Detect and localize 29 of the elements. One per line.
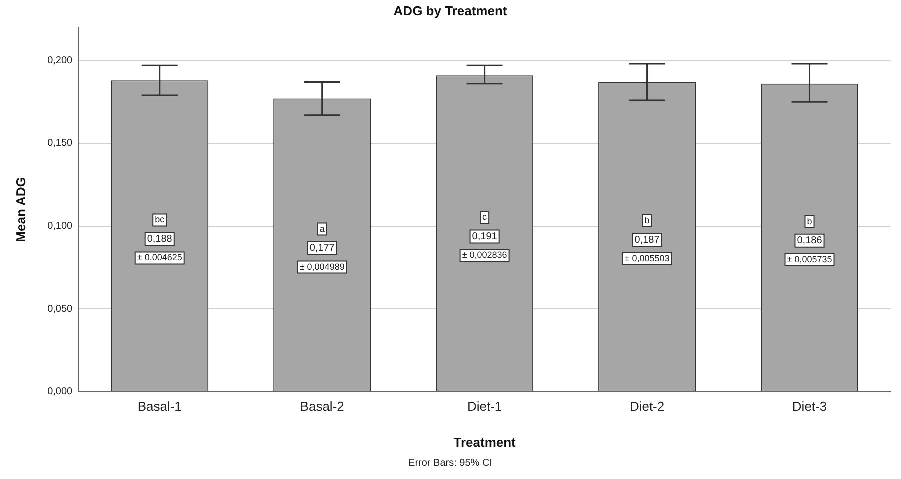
annotation: b — [807, 216, 812, 226]
x-tick-label: Diet-2 — [630, 399, 665, 414]
annotation: bc — [155, 214, 166, 225]
x-tick-label: Basal-2 — [300, 399, 344, 414]
annotation: b — [644, 216, 650, 226]
y-tick-label: 0,150 — [48, 138, 74, 150]
data-label: 0,191 — [472, 231, 498, 242]
y-axis-title: Mean ADG — [13, 177, 28, 242]
annotation: ± 0,004989 — [300, 262, 345, 272]
y-tick-label: 0,200 — [48, 55, 74, 66]
text: Error Bars: 95% CI — [408, 458, 494, 469]
annotation: ± 0,002836 — [462, 250, 508, 260]
x-tick-label: Basal-1 — [138, 399, 182, 414]
chart-title: ADG by Treatment — [394, 3, 508, 18]
y-tick-label: 0,050 — [48, 304, 74, 315]
y-tick-label: 0,000 — [48, 386, 74, 398]
annotation: ± 0,004625 — [137, 252, 182, 263]
annotation: ± 0,005503 — [624, 254, 670, 264]
y-tick-label: 0,100 — [48, 221, 74, 232]
annotation: ± 0,005735 — [787, 254, 832, 264]
annotation: c — [482, 212, 488, 222]
data-label: 0,188 — [147, 234, 173, 245]
x-tick-label: Diet-1 — [467, 399, 502, 414]
x-tick-label: Diet-3 — [792, 399, 828, 414]
data-label: 0,186 — [797, 236, 823, 247]
data-label: 0,177 — [310, 243, 336, 254]
data-label: 0,187 — [634, 234, 660, 246]
x-axis-title: Treatment — [454, 434, 517, 450]
annotation: a — [320, 224, 325, 234]
